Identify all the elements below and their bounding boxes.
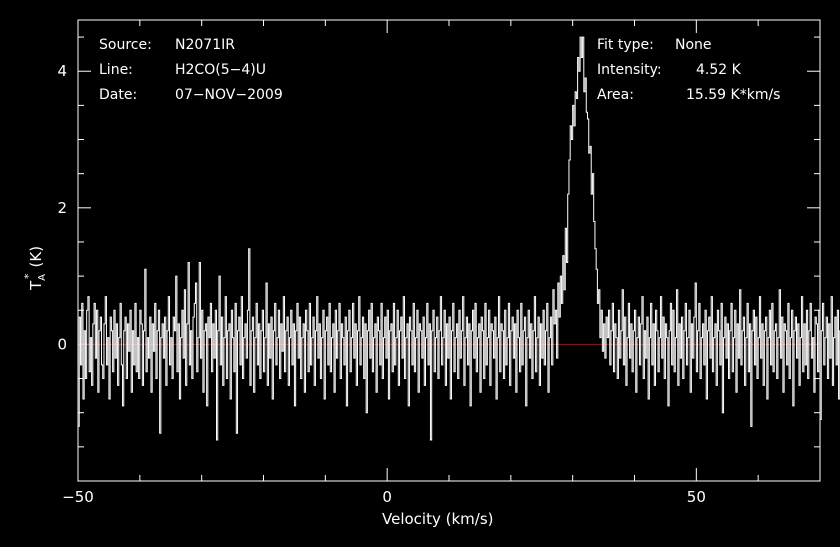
- y-label-sub: A: [37, 274, 48, 281]
- y-tick-label: 2: [57, 199, 67, 217]
- source-value: N2071IR: [175, 37, 235, 53]
- y-label-main: T: [27, 280, 45, 291]
- y-label-sup: *: [22, 273, 35, 279]
- intensity-key: Intensity:: [597, 62, 662, 78]
- fit-type-value: None: [675, 37, 712, 53]
- date-value: 07−NOV−2009: [175, 87, 283, 103]
- line-key: Line:: [99, 62, 133, 78]
- y-label-unit: (K): [27, 246, 45, 268]
- y-axis-label: TA* (K): [22, 246, 48, 291]
- intensity-value: 4.52 K: [696, 62, 741, 78]
- line-value: H2CO(5−4)U: [175, 62, 266, 78]
- fit-type-key: Fit type:: [597, 37, 654, 53]
- x-tick-label: 50: [687, 488, 706, 506]
- tick-labels: −50 0 50 0 2 4: [57, 62, 705, 506]
- x-axis-label: Velocity (km/s): [382, 510, 494, 528]
- svg-text:TA*(K): TA* (K): [22, 246, 48, 291]
- y-tick-label: 0: [57, 335, 67, 353]
- area-key: Area:: [597, 87, 634, 103]
- plot-frame: [77, 19, 821, 482]
- x-tick-label: −50: [62, 488, 94, 506]
- area-value: 15.59 K*km/s: [686, 87, 781, 103]
- source-key: Source:: [99, 37, 152, 53]
- y-tick-label: 4: [57, 62, 67, 80]
- spectrum-series-line: [78, 36, 840, 441]
- axis-ticks: [77, 20, 821, 482]
- date-key: Date:: [99, 87, 138, 103]
- x-tick-label: 0: [382, 488, 392, 506]
